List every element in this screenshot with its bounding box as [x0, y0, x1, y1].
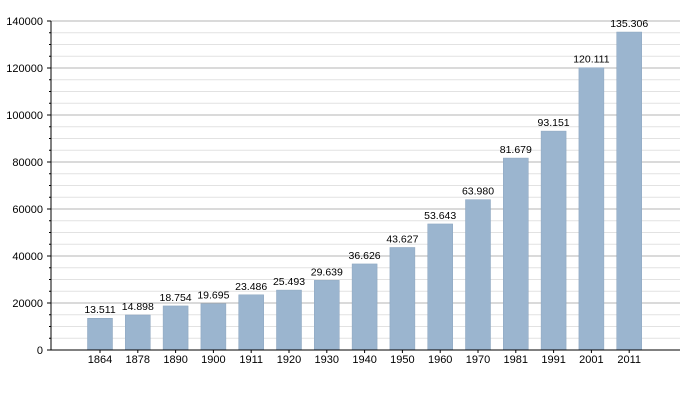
data-label-1960: 53.643 — [424, 210, 456, 222]
y-tick-label: 120000 — [6, 63, 43, 75]
bar-1930 — [314, 280, 340, 351]
data-label-1940: 36.626 — [349, 250, 381, 262]
x-tick-label-1911: 1911 — [239, 354, 263, 366]
x-tick-label-1900: 1900 — [201, 354, 225, 366]
axes — [47, 20, 680, 353]
data-label-1878: 14.898 — [122, 301, 154, 313]
bar-1950 — [389, 247, 416, 351]
bar-1878 — [125, 314, 151, 351]
x-tick-label-1890: 1890 — [163, 354, 187, 366]
x-tick-label-1940: 1940 — [352, 354, 376, 366]
data-label-1981: 81.679 — [500, 144, 532, 156]
x-tick-label-1981: 1981 — [504, 354, 528, 366]
x-tick-label-1878: 1878 — [126, 354, 150, 366]
y-tick-label: 40000 — [12, 251, 43, 263]
gridlines — [51, 20, 680, 339]
bar-1890 — [162, 305, 189, 351]
data-label-1911: 23.486 — [235, 281, 267, 293]
data-label-1864: 13.511 — [84, 304, 115, 316]
x-tick-label-2001: 2001 — [579, 354, 603, 366]
y-tick-label: 60000 — [12, 204, 43, 216]
bar-1970 — [465, 199, 491, 351]
data-label-1890: 18.754 — [160, 292, 192, 304]
data-label-1950: 43.627 — [386, 233, 418, 245]
bar-1900 — [200, 303, 227, 351]
bars — [87, 31, 642, 351]
y-tick-label: 140000 — [6, 16, 43, 28]
x-tick-label-1864: 1864 — [88, 354, 112, 366]
data-label-1900: 19.695 — [197, 290, 229, 302]
bar-1991 — [540, 130, 567, 351]
data-label-1920: 25.493 — [273, 276, 305, 288]
data-label-1930: 29.639 — [311, 266, 343, 278]
x-tick-label-1950: 1950 — [390, 354, 414, 366]
data-label-2001: 120.111 — [573, 54, 610, 66]
y-tick-label: 20000 — [12, 298, 43, 310]
bar-2011 — [616, 31, 642, 351]
bar-1864 — [87, 317, 113, 351]
bar-2001 — [578, 67, 605, 351]
x-tick-label-1991: 1991 — [541, 354, 565, 366]
x-tick-label-1930: 1930 — [315, 354, 339, 366]
bar-1911 — [238, 294, 264, 351]
y-tick-label: 80000 — [12, 157, 43, 169]
bar-1940 — [351, 263, 378, 351]
x-tick-label-2011: 2011 — [617, 354, 641, 366]
data-label-1991: 93.151 — [538, 117, 570, 129]
x-tick-label-1960: 1960 — [428, 354, 452, 366]
y-tick-label: 100000 — [6, 110, 43, 122]
data-label-2011: 135.306 — [610, 18, 648, 30]
x-tick-label-1920: 1920 — [277, 354, 301, 366]
x-tick-label-1970: 1970 — [466, 354, 490, 366]
bar-1960 — [427, 223, 453, 351]
labels: 13.511 1864 14.898 1878 18.754 1890 19.695 1900… — [6, 16, 648, 366]
bar-1981 — [503, 157, 529, 351]
data-label-1970: 63.980 — [462, 186, 494, 198]
bar-1920 — [276, 289, 302, 351]
y-tick-label: 0 — [37, 345, 43, 357]
